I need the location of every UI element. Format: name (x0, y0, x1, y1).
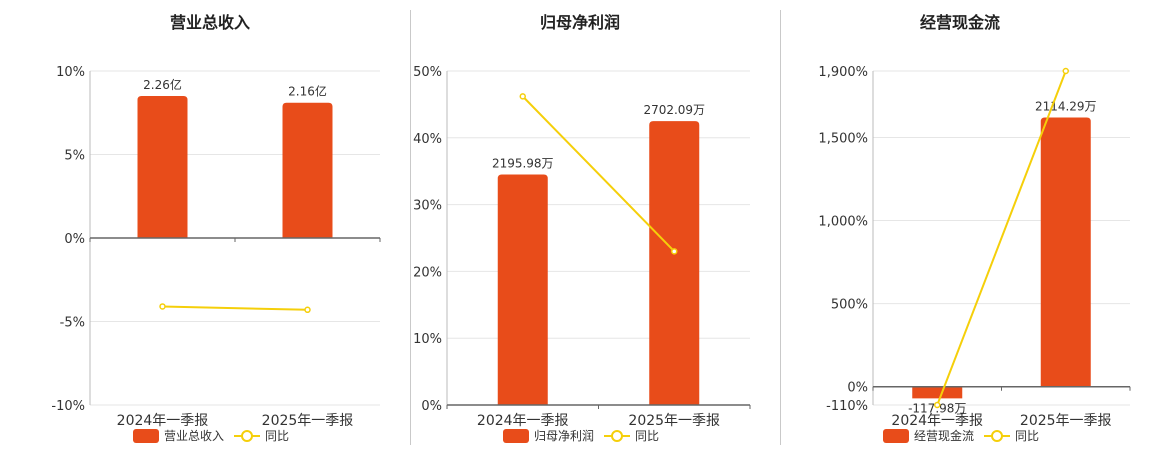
bar-data-label: 2702.09万 (643, 103, 705, 117)
y-tick-label: 500% (831, 298, 868, 313)
bar (137, 96, 188, 238)
x-tick-label: 2024年一季报 (477, 413, 569, 429)
line-point (1062, 67, 1069, 75)
chart-title: 经营现金流 (920, 13, 1000, 32)
y-tick-label: -10% (51, 399, 85, 414)
y-tick-label: 0% (421, 399, 442, 414)
bar (649, 121, 700, 405)
x-tick-label: 2024年一季报 (117, 413, 209, 429)
y-tick-label: 0% (64, 232, 85, 247)
bar (282, 102, 333, 238)
y-tick-label: 0% (847, 381, 868, 396)
bar (497, 174, 548, 405)
y-tick-label: 10% (413, 332, 442, 347)
legend-bar-swatch (133, 429, 159, 443)
y-tick-label: 10% (56, 65, 85, 80)
line-series (936, 70, 1067, 406)
bar (912, 386, 963, 399)
line-point (519, 93, 526, 100)
chart-panel-cash-flow: 经营现金流 1,900% 1,500% 1,000% 500% 0% -110% -117.9… (760, 0, 1160, 450)
y-tick-label: 40% (413, 132, 442, 147)
x-tick-label: 2025年一季报 (628, 413, 720, 429)
line-point (934, 401, 941, 409)
bar-data-label: 2.16亿 (288, 84, 327, 99)
panel-divider (780, 10, 781, 445)
y-tick-label: 50% (413, 65, 442, 80)
y-tick-label: 1,900% (818, 65, 868, 80)
y-tick-label: -110% (826, 399, 868, 414)
chart-title: 营业总收入 (170, 13, 250, 32)
chart-revenue: 营业总收入 10% 5% 0% -5% -10% 2.26亿 2.16亿 2024年一季报 202… (51, 13, 381, 443)
panel-divider (410, 10, 411, 445)
bar-data-label: 2.26亿 (143, 77, 182, 92)
legend-label: 归母净利润 (534, 429, 594, 443)
line-series (522, 95, 675, 253)
legend-bar-swatch (503, 429, 529, 443)
legend-label: 同比 (1015, 429, 1039, 443)
bar (1040, 117, 1091, 387)
y-tick-label: 1,500% (818, 131, 868, 146)
chart-title: 归母净利润 (540, 13, 620, 32)
y-tick-label: -5% (60, 316, 85, 331)
x-tick-label: 2025年一季报 (262, 413, 354, 429)
line-point (304, 306, 311, 314)
legend-line-marker (241, 430, 253, 442)
legend-bar-swatch (883, 429, 909, 443)
legend-label: 营业总收入 (164, 429, 224, 443)
bar-data-label: -117.98万 (908, 401, 966, 415)
bar-data-label: 2114.29万 (1035, 100, 1097, 114)
y-tick-label: 20% (413, 265, 442, 280)
legend-label: 经营现金流 (914, 428, 974, 443)
y-tick-label: 5% (64, 149, 85, 164)
line-point (159, 303, 166, 310)
x-tick-label: 2025年一季报 (1020, 413, 1112, 429)
line-series (162, 305, 308, 311)
chart-net-profit: 归母净利润 50% 40% 30% 20% 10% 0% 2195.98万 2702.09万 20… (413, 13, 751, 443)
chart-panel-revenue: 营业总收入 10% 5% 0% -5% -10% 2.26亿 2.16亿 2024年一季报 202… (0, 0, 400, 450)
legend-line-marker (611, 430, 623, 442)
x-tick-label: 2024年一季报 (891, 413, 983, 429)
line-point (671, 248, 678, 255)
y-tick-label: 1,000% (818, 215, 868, 230)
chart-panel-net-profit: 归母净利润 50% 40% 30% 20% 10% 0% 2195.98万 2702.09万 20… (380, 0, 780, 450)
legend-label: 同比 (265, 429, 289, 443)
legend-label: 同比 (635, 429, 659, 443)
legend-line-marker (991, 430, 1003, 442)
chart-cash-flow: 经营现金流 1,900% 1,500% 1,000% 500% 0% -110% -117.9… (818, 13, 1131, 443)
y-tick-label: 30% (413, 199, 442, 214)
bar-data-label: 2195.98万 (492, 157, 554, 171)
